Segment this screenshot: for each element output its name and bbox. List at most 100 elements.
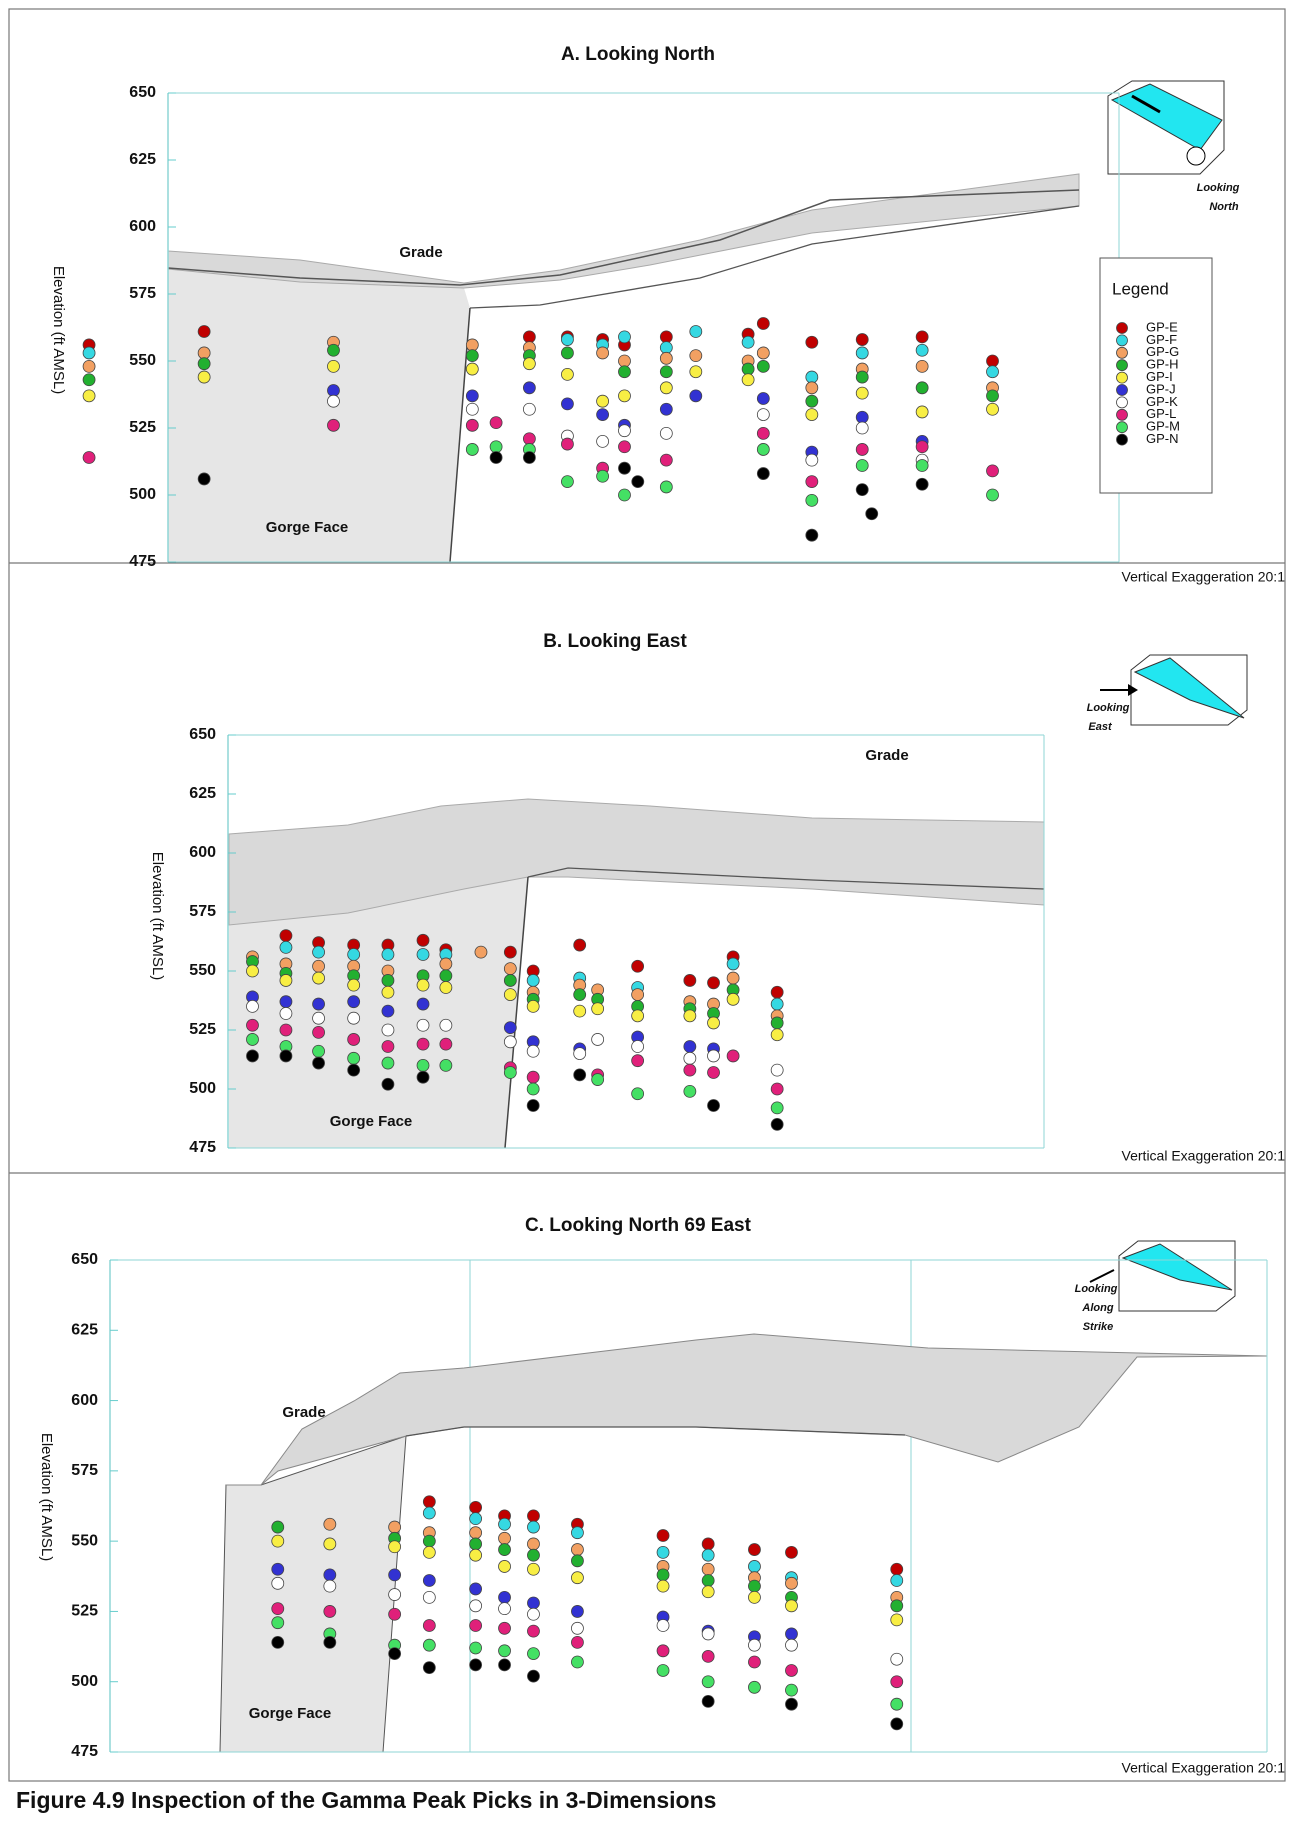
data-point — [323, 1568, 337, 1582]
data-point — [82, 389, 96, 403]
data-point — [591, 1073, 605, 1086]
inset-plane — [1121, 1243, 1233, 1291]
data-point — [741, 335, 755, 349]
data-point — [805, 394, 819, 408]
data-point — [785, 1599, 798, 1613]
data-point — [689, 349, 703, 363]
legend-label: GP-F — [1146, 332, 1177, 347]
inset-label: Looking — [1075, 1283, 1118, 1295]
data-point — [596, 408, 610, 422]
data-point — [381, 1004, 395, 1018]
data-point — [915, 440, 929, 454]
data-point — [347, 1051, 361, 1065]
data-point — [246, 1018, 259, 1032]
data-point — [855, 410, 869, 424]
legend-label: GP-J — [1146, 381, 1176, 396]
data-point — [416, 948, 430, 961]
data-point — [659, 480, 673, 494]
data-point — [770, 1028, 784, 1042]
legend-title: Legend — [1112, 279, 1169, 298]
gorge-label: Gorge Face — [330, 1113, 413, 1130]
data-point — [726, 992, 740, 1006]
data-point — [659, 351, 673, 365]
data-point — [701, 1537, 715, 1551]
data-point — [915, 359, 929, 373]
data-point — [683, 1040, 697, 1053]
inset-arrowhead — [1128, 684, 1138, 696]
legend-marker — [1116, 421, 1128, 434]
data-point — [656, 1568, 670, 1582]
inset-plane — [1133, 657, 1245, 719]
data-point — [422, 1506, 436, 1520]
data-point — [416, 1059, 430, 1072]
grade-line — [167, 189, 1080, 286]
data-point — [498, 1602, 511, 1616]
y-tick-label: 625 — [71, 1322, 98, 1339]
legend-label: GP-M — [1146, 419, 1180, 434]
legend-marker — [1116, 384, 1128, 396]
data-point — [323, 1605, 337, 1618]
points — [246, 929, 784, 1131]
data-point — [522, 381, 536, 395]
gorge-face-line — [504, 876, 529, 1149]
data-point — [416, 1070, 430, 1084]
data-point — [422, 1661, 436, 1675]
data-point — [855, 346, 869, 360]
inset-viewpoint — [1186, 146, 1206, 166]
data-point — [246, 964, 259, 978]
data-point — [756, 443, 770, 456]
data-point — [381, 974, 395, 987]
data-point — [756, 467, 770, 480]
data-point — [707, 1016, 720, 1030]
data-point — [197, 346, 211, 360]
data-point — [805, 453, 819, 467]
data-point — [498, 1621, 511, 1635]
y-tick-label: 475 — [71, 1743, 98, 1760]
data-point — [416, 978, 430, 992]
data-point — [312, 945, 325, 959]
data-point — [527, 1596, 540, 1610]
inset-label: Along — [1081, 1302, 1113, 1314]
data-point — [707, 976, 720, 990]
data-point — [805, 381, 819, 395]
data-point — [327, 343, 340, 357]
data-point — [82, 346, 96, 360]
inset-c — [1089, 1240, 1236, 1312]
data-point — [701, 1574, 715, 1587]
y-axis-label: Elevation (ft AMSL) — [50, 266, 67, 394]
figure-caption: Figure 4.9 Inspection of the Gamma Peak … — [16, 1787, 716, 1813]
data-point — [748, 1655, 761, 1669]
data-point — [865, 507, 879, 521]
data-point — [465, 443, 479, 456]
data-point — [246, 1049, 259, 1063]
chart-title: C. Looking North 69 East — [525, 1215, 752, 1236]
y-tick-label: 500 — [129, 486, 156, 503]
data-point — [469, 1548, 483, 1562]
data-point — [388, 1520, 402, 1534]
data-point — [327, 418, 340, 432]
data-point — [416, 997, 430, 1011]
data-point — [986, 488, 999, 502]
inset-arrow — [1089, 1269, 1115, 1283]
inset-label: East — [1088, 721, 1113, 733]
data-point — [986, 354, 999, 368]
data-point — [591, 1033, 605, 1046]
data-point — [388, 1540, 402, 1554]
data-point — [526, 1070, 540, 1084]
legend-marker — [1116, 371, 1128, 384]
data-point — [689, 389, 703, 403]
legend-label: GP-E — [1146, 319, 1178, 334]
y-tick-label: 500 — [189, 1080, 216, 1097]
data-point — [596, 469, 610, 483]
data-point — [855, 370, 869, 384]
data-point — [726, 971, 740, 985]
data-point — [279, 1007, 293, 1020]
data-point — [683, 974, 697, 987]
y-tick-label: 550 — [129, 352, 156, 369]
data-point — [465, 389, 479, 403]
data-point — [890, 1599, 904, 1613]
gorge-top-line — [527, 867, 1045, 890]
y-tick-label: 525 — [71, 1603, 98, 1620]
data-point — [469, 1582, 483, 1596]
legend-marker — [1116, 322, 1128, 334]
